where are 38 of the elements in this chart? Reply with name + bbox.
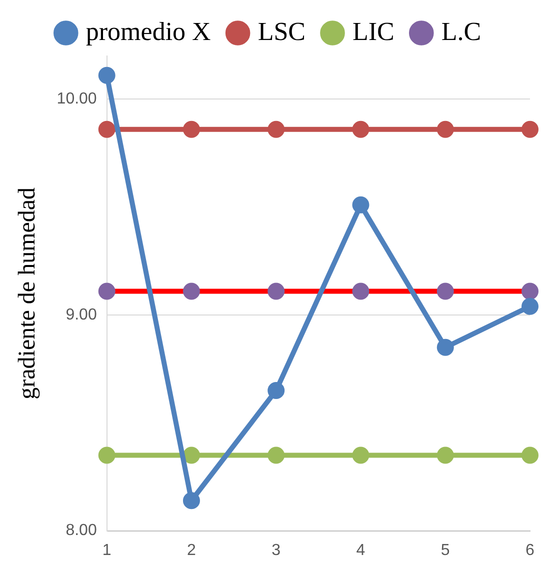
point (182, 120, 200, 138)
y-axis-title: gradiente de humedad (14, 187, 41, 400)
x-tick-label: 2 (187, 542, 196, 559)
point (436, 120, 454, 138)
point (436, 282, 454, 300)
point (268, 282, 285, 300)
point (352, 196, 370, 214)
x-tick-label: 3 (272, 542, 281, 559)
point (352, 446, 370, 464)
y-tick-label: 8.00 (66, 522, 97, 540)
point (268, 120, 285, 138)
point (352, 120, 370, 138)
point (522, 446, 538, 464)
point (98, 282, 116, 300)
legend-label: LIC (352, 16, 394, 46)
point (98, 66, 116, 84)
legend-label: promedio X (86, 16, 212, 46)
x-tick-label: 4 (356, 542, 366, 559)
point (98, 120, 116, 138)
y-tick-label: 9.00 (66, 306, 97, 324)
point (268, 446, 285, 464)
y-tick-label: 10.00 (56, 90, 97, 108)
point (522, 120, 538, 138)
point (182, 492, 200, 510)
x-tick-label: 1 (102, 542, 112, 559)
point (352, 282, 370, 300)
legend-label: LSC (258, 16, 306, 46)
legend-label: L.C (441, 16, 482, 46)
point (436, 446, 454, 464)
point (182, 282, 200, 300)
point (98, 446, 116, 464)
x-tick-label: 6 (526, 542, 535, 559)
point (268, 382, 285, 400)
x-tick-label: 5 (440, 542, 450, 559)
point (436, 338, 454, 356)
point (522, 298, 538, 315)
point (522, 282, 538, 300)
point (182, 446, 200, 464)
